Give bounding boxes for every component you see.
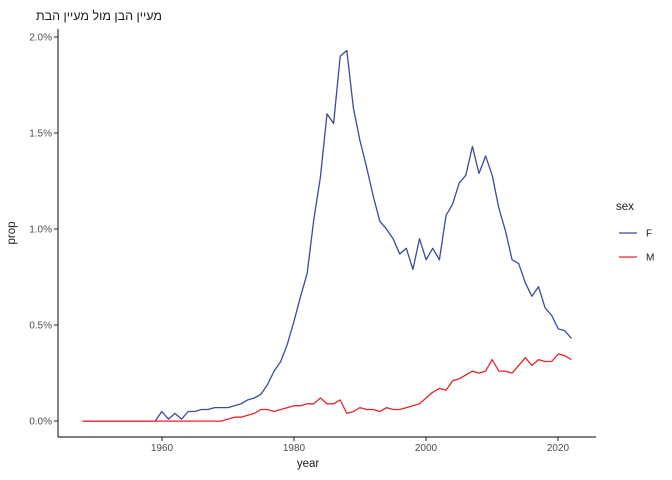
- legend-item-m: M: [619, 253, 654, 264]
- legend-label-f: F: [646, 229, 652, 240]
- series-line-m: [82, 353, 572, 422]
- y-tick-label: 1.5%: [29, 129, 52, 140]
- legend: sex F M: [616, 201, 654, 264]
- x-axis-title: year: [297, 458, 320, 470]
- x-tick-label: 1980: [283, 443, 306, 454]
- legend-item-f: F: [619, 229, 652, 240]
- x-tick-label: 2020: [547, 443, 570, 454]
- x-tick-label: 2000: [415, 443, 438, 454]
- y-tick-label: 2.0%: [29, 33, 52, 44]
- x-tick-labels: 1960 1980 2000 2020: [151, 443, 570, 454]
- y-tick-labels: 0.0% 0.5% 1.0% 1.5% 2.0%: [29, 33, 52, 428]
- x-tick-label: 1960: [151, 443, 174, 454]
- legend-label-m: M: [646, 253, 654, 264]
- series-line-f: [82, 49, 572, 422]
- y-tick-label: 1.0%: [29, 225, 52, 236]
- plot-panel: [82, 49, 572, 422]
- y-tick-label: 0.5%: [29, 321, 52, 332]
- y-axis-title: prop: [6, 221, 18, 244]
- x-tick-marks: [161, 437, 559, 441]
- legend-title: sex: [616, 201, 634, 213]
- plot-title: מעיין הבן מול מעיין הבת: [36, 9, 162, 23]
- y-tick-label: 0.0%: [29, 417, 52, 428]
- y-tick-marks: [54, 36, 58, 422]
